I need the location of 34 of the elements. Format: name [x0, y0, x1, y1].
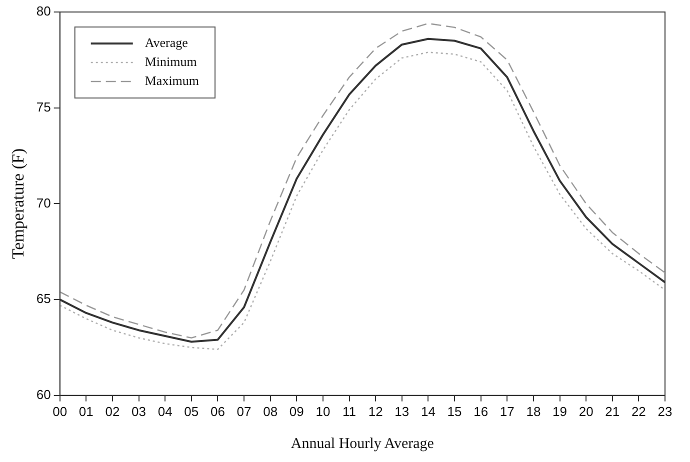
- x-tick-label: 04: [158, 404, 172, 419]
- x-tick-label: 11: [342, 404, 356, 419]
- x-tick-label: 12: [368, 404, 383, 419]
- x-tick-label: 22: [631, 404, 646, 419]
- x-tick-label: 21: [605, 404, 620, 419]
- y-tick-label: 80: [36, 4, 51, 19]
- y-axis-title: Temperature (F): [8, 148, 28, 260]
- x-tick-label: 02: [105, 404, 120, 419]
- x-tick-label: 19: [552, 404, 567, 419]
- y-tick-label: 75: [36, 99, 51, 114]
- x-tick-label: 13: [394, 404, 410, 419]
- x-tick-label: 17: [500, 404, 514, 419]
- x-tick-label: 03: [132, 404, 146, 419]
- x-tick-label: 07: [236, 404, 252, 419]
- x-tick-label: 16: [474, 404, 488, 419]
- x-tick-label: 20: [578, 404, 594, 419]
- legend-label: Average: [144, 34, 188, 50]
- x-tick-label: 09: [289, 404, 304, 419]
- legend-label: Maximum: [144, 72, 200, 88]
- x-axis-title: Annual Hourly Average: [290, 436, 434, 452]
- x-tick-label: 08: [263, 404, 278, 419]
- y-tick-label: 65: [36, 291, 51, 306]
- y-tick-label: 60: [36, 386, 51, 402]
- x-tick-label: 15: [447, 404, 462, 419]
- x-tick-label: 14: [420, 404, 436, 419]
- x-tick-label: 01: [78, 404, 94, 419]
- y-tick-label: 70: [36, 195, 51, 210]
- x-tick-label: 18: [526, 404, 541, 419]
- x-tick-label: 05: [184, 404, 199, 419]
- x-tick-label: 00: [52, 404, 68, 419]
- legend-label: Minimum: [144, 54, 197, 69]
- x-tick-label: 06: [210, 404, 225, 419]
- x-tick-label: 10: [316, 404, 330, 419]
- x-tick-label: 23: [658, 404, 672, 419]
